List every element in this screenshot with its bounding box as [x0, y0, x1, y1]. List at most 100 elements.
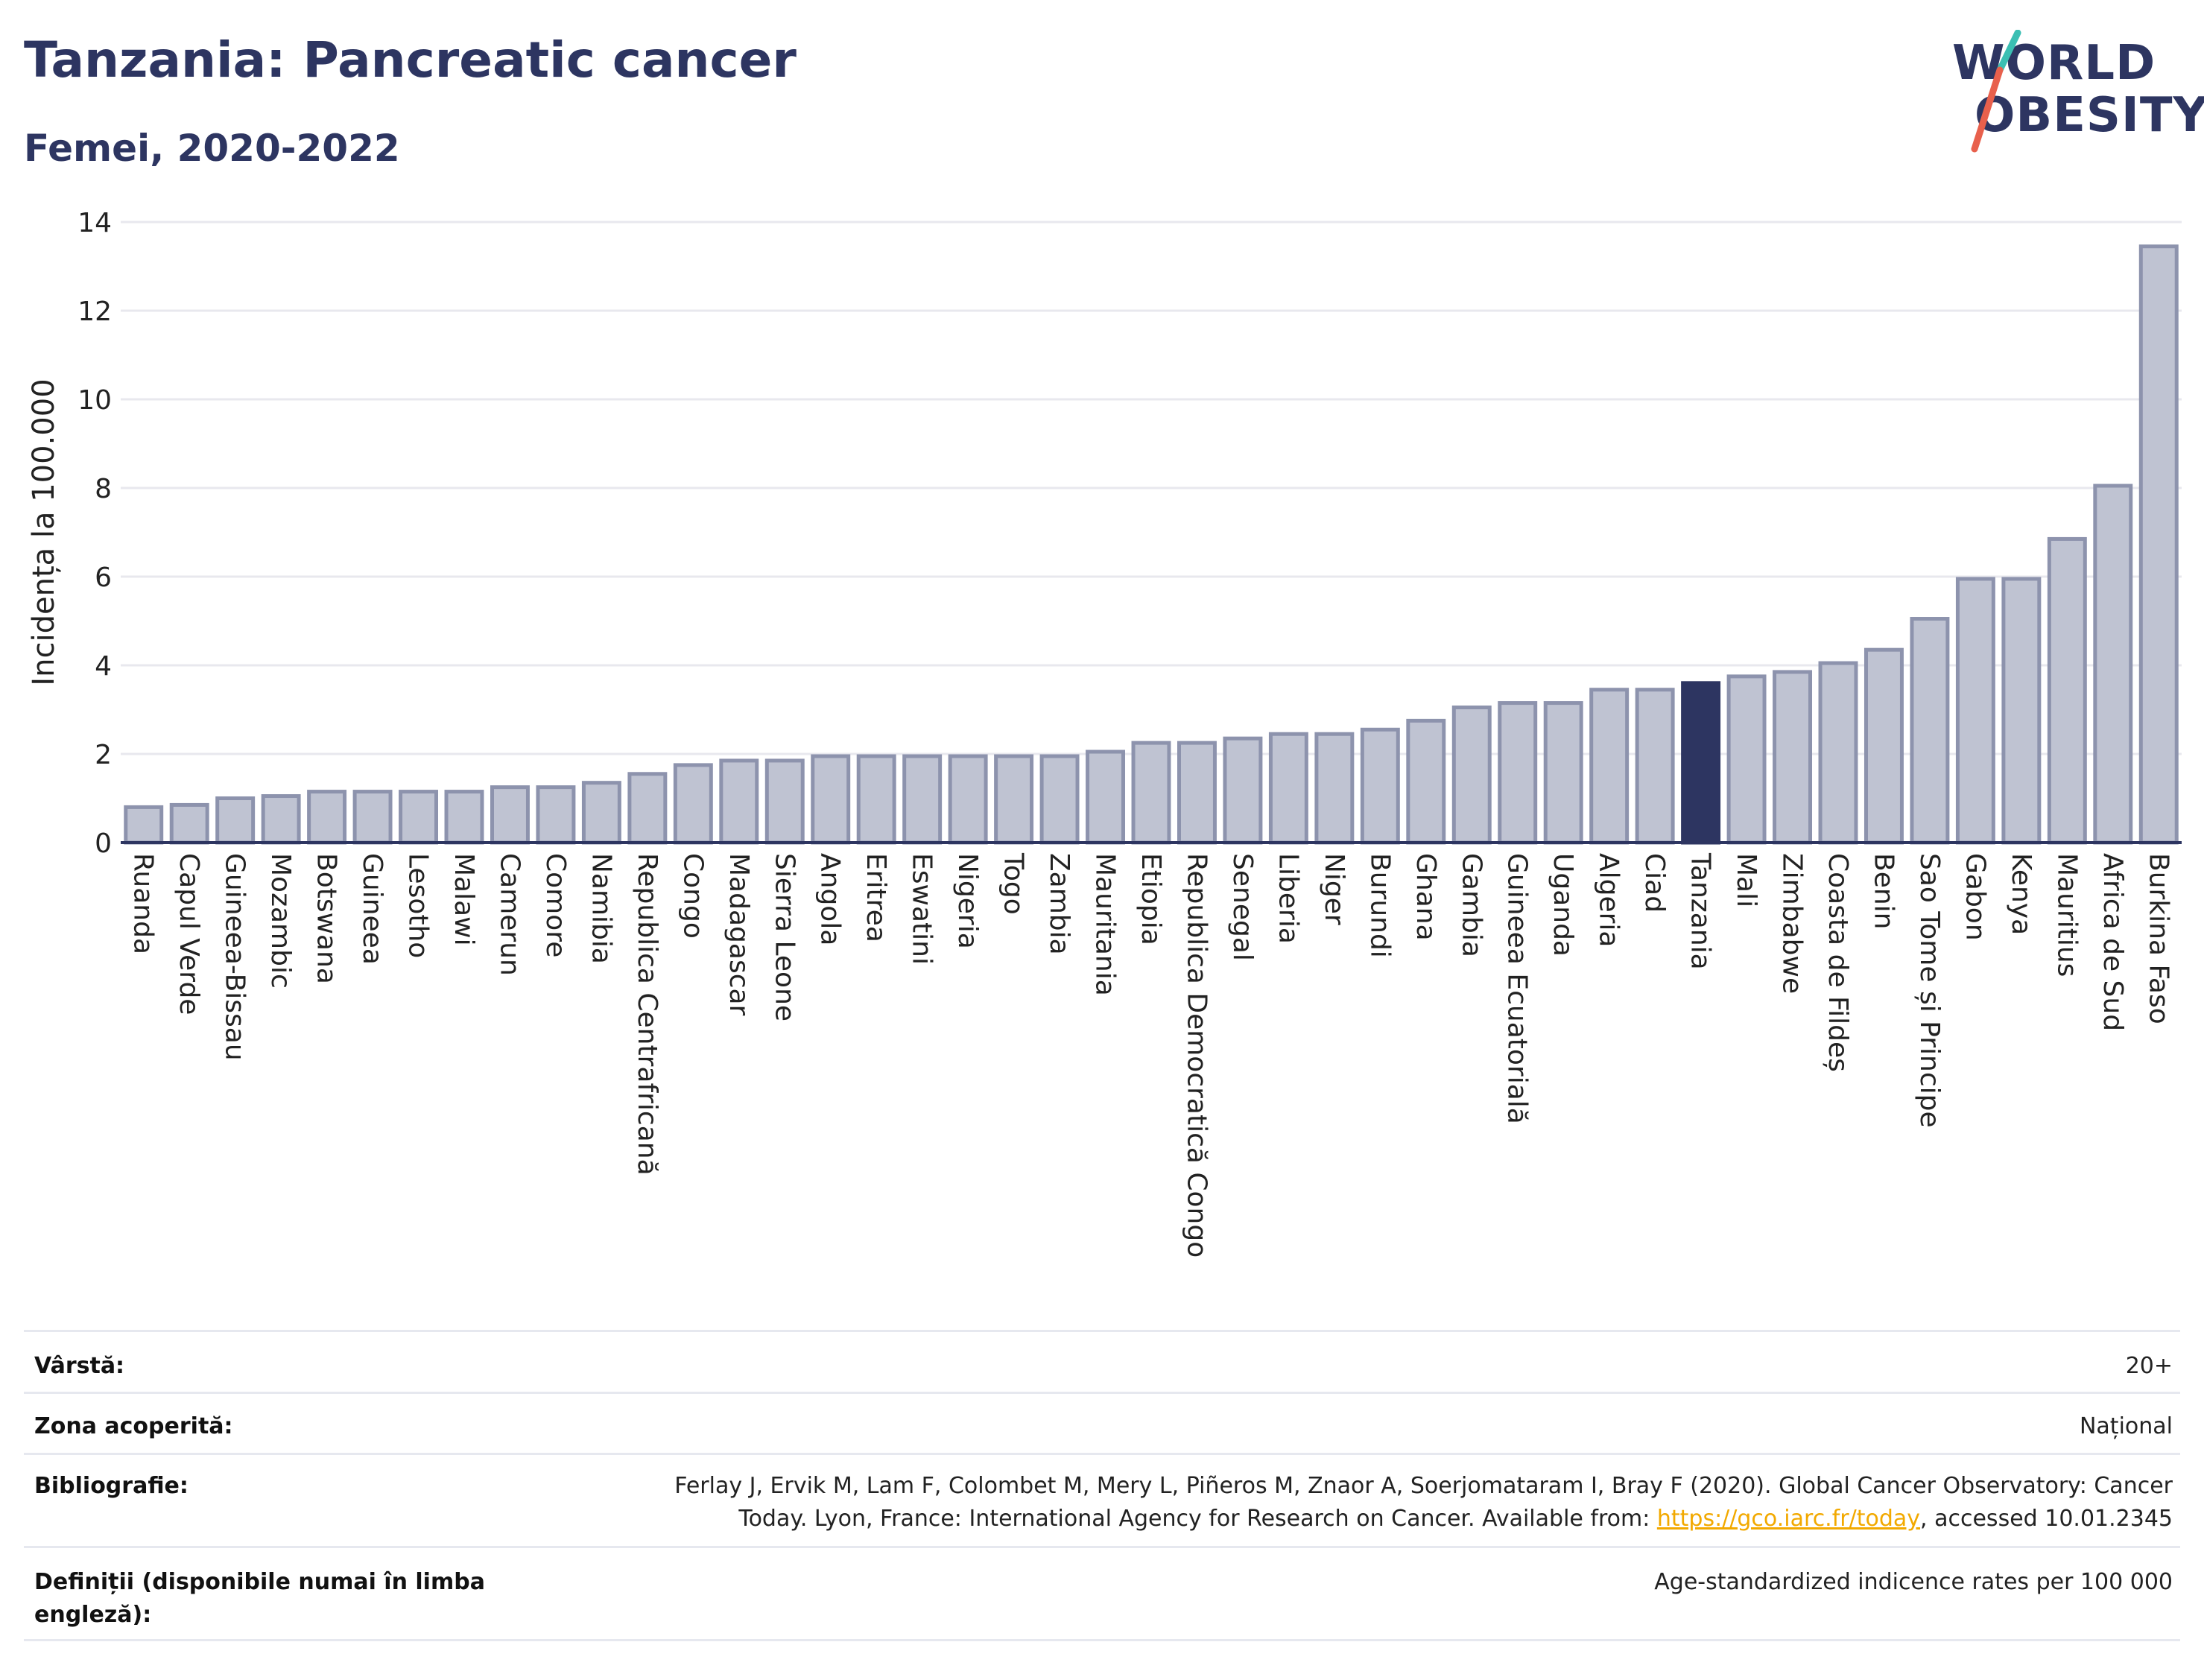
x-tick-label: Camerun [494, 853, 525, 976]
bar [124, 805, 164, 845]
meta-row-area: Zona acoperită: Național [24, 1392, 2180, 1439]
y-tick-label: 8 [95, 474, 112, 504]
x-tick-label: Guineea Ecuatorială [1502, 853, 1533, 1124]
y-tick-label: 12 [77, 297, 112, 327]
bibliography-text: Today. Lyon, France: International Agenc… [738, 1506, 1657, 1532]
bar [1360, 727, 1400, 845]
x-tick-label: Mali [1731, 853, 1761, 907]
chart-title: Tanzania: Pancreatic cancer [24, 31, 797, 89]
bar [1863, 647, 1904, 845]
bar [719, 758, 759, 845]
bar [1543, 701, 1583, 845]
y-tick-label: 14 [77, 208, 112, 238]
x-tick-label: Guineea [357, 853, 387, 965]
bibliography-accessed: , accessed 10.01.2345 [1920, 1506, 2173, 1532]
x-tick-label: Eswatini [907, 853, 937, 965]
gco-link[interactable]: https://gco.iarc.fr/today [1656, 1506, 1921, 1532]
bar [444, 790, 484, 845]
bar [1451, 706, 1492, 845]
x-tick-label: Niger [1319, 853, 1349, 925]
y-tick-label: 2 [95, 740, 112, 770]
bar [307, 790, 347, 845]
y-tick-label: 6 [95, 562, 112, 593]
x-tick-label: Ghana [1410, 853, 1441, 941]
bar [1635, 688, 1675, 845]
x-tick-label: Mauritania [1090, 853, 1121, 996]
x-tick-label: Sierra Leone [769, 853, 799, 1021]
bar [352, 790, 393, 845]
y-axis-label: Incidența la 100.000 [27, 378, 61, 685]
x-tick-label: Namibia [586, 853, 616, 964]
x-tick-label: Mozambic [265, 853, 296, 989]
bar [856, 754, 896, 845]
x-tick-label: Eritrea [861, 853, 891, 942]
bar [536, 785, 576, 845]
bar [1131, 741, 1171, 845]
bar [1177, 741, 1217, 845]
x-tick-label: Zimbabwe [1777, 853, 1808, 994]
x-tick-label: Capul Verde [174, 853, 204, 1015]
x-tick-label: Zambia [1044, 853, 1074, 955]
bar [2093, 484, 2133, 845]
x-tick-label: Liberia [1273, 853, 1303, 944]
bibliography-line-1: Ferlay J, Ervik M, Lam F, Colombet M, Me… [674, 1473, 2173, 1499]
x-tick-label: Republica Democratică Congo [1181, 853, 1212, 1258]
meta-row-bibliography: Bibliografie: Ferlay J, Ervik M, Lam F, … [24, 1453, 2180, 1532]
bar [627, 772, 668, 845]
meta-row-age: Vârstă: 20+ [24, 1330, 2180, 1379]
x-tick-label: Gambia [1456, 853, 1486, 957]
x-tick-label: Lesotho [403, 853, 434, 958]
bar [215, 796, 256, 845]
x-tick-label: Gabon [1960, 853, 1990, 941]
meta-bottom-divider [24, 1639, 2180, 1641]
y-tick-label: 10 [77, 385, 112, 416]
x-tick-label: Ruanda [128, 853, 159, 954]
bar [1314, 732, 1355, 845]
x-tick-label: Congo [677, 853, 708, 939]
bar [1039, 754, 1080, 845]
definitions-label-line-2: engleză): [34, 1602, 152, 1628]
age-value: 20+ [2125, 1353, 2173, 1379]
area-value: Național [2079, 1413, 2173, 1439]
x-tick-label: Ciad [1639, 853, 1670, 913]
x-tick-label: Madagascar [723, 853, 754, 1016]
y-tick-label: 0 [95, 828, 112, 859]
x-tick-label: Senegal [1227, 853, 1258, 961]
x-tick-label: Benin [1868, 853, 1899, 929]
x-tick-label: Burundi [1364, 853, 1395, 958]
x-tick-label: Mauritius [2051, 853, 2082, 977]
bar [673, 763, 713, 845]
bar [1268, 732, 1308, 845]
meta-row-definitions: Definiții (disponibile numai în limba en… [24, 1546, 2180, 1628]
bar [811, 754, 851, 845]
x-tick-label: Kenya [2006, 853, 2036, 935]
bibliography-line-2: Today. Lyon, France: International Agenc… [674, 1503, 2173, 1535]
bar [948, 754, 988, 845]
bar [2001, 577, 2042, 845]
y-tick-label: 4 [95, 651, 112, 682]
bar [1773, 670, 1813, 845]
bar [581, 781, 621, 845]
bar [399, 790, 439, 845]
bar-chart: 0 2 4 6 8 10 12 14 Incidența la 100.000 Ruanda Cap… [27, 208, 2182, 1258]
bar [994, 754, 1034, 845]
definitions-label-line-1: Definiții (disponibile numai în limba [34, 1569, 485, 1595]
bibliography-label: Bibliografie: [34, 1473, 189, 1499]
x-tick-label: Togo [998, 852, 1029, 915]
logo-text-obesity: OBESITY [1975, 88, 2204, 143]
x-tick-label: Etiopia [1136, 853, 1166, 945]
bar [1818, 661, 1858, 845]
x-tick-label: Africa de Sud [2097, 853, 2128, 1031]
world-obesity-logo[interactable]: WORLD OBESITY [1937, 30, 2204, 156]
bar [1589, 688, 1630, 845]
bar [764, 758, 805, 845]
bar [1223, 736, 1263, 845]
bar [1498, 701, 1538, 845]
bar [1681, 681, 1721, 845]
bar [1726, 674, 1767, 845]
bar [261, 794, 301, 845]
bar [2138, 244, 2179, 845]
x-tick-label: Nigeria [952, 853, 983, 949]
logo-slash-icon [1971, 30, 2021, 153]
x-tick-label: Angola [815, 853, 846, 945]
